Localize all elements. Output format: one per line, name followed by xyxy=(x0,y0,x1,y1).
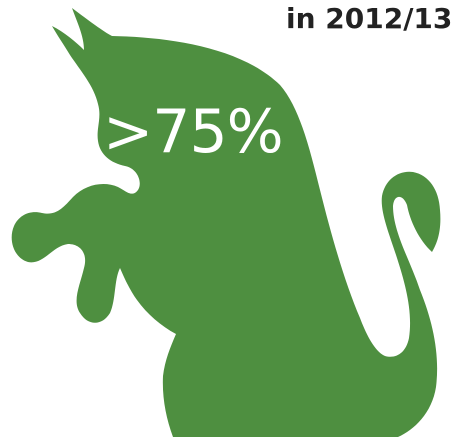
heading-text: in 2012/13 xyxy=(286,2,453,35)
percentage-stat: >75% xyxy=(103,97,284,167)
cat-body xyxy=(11,8,441,437)
